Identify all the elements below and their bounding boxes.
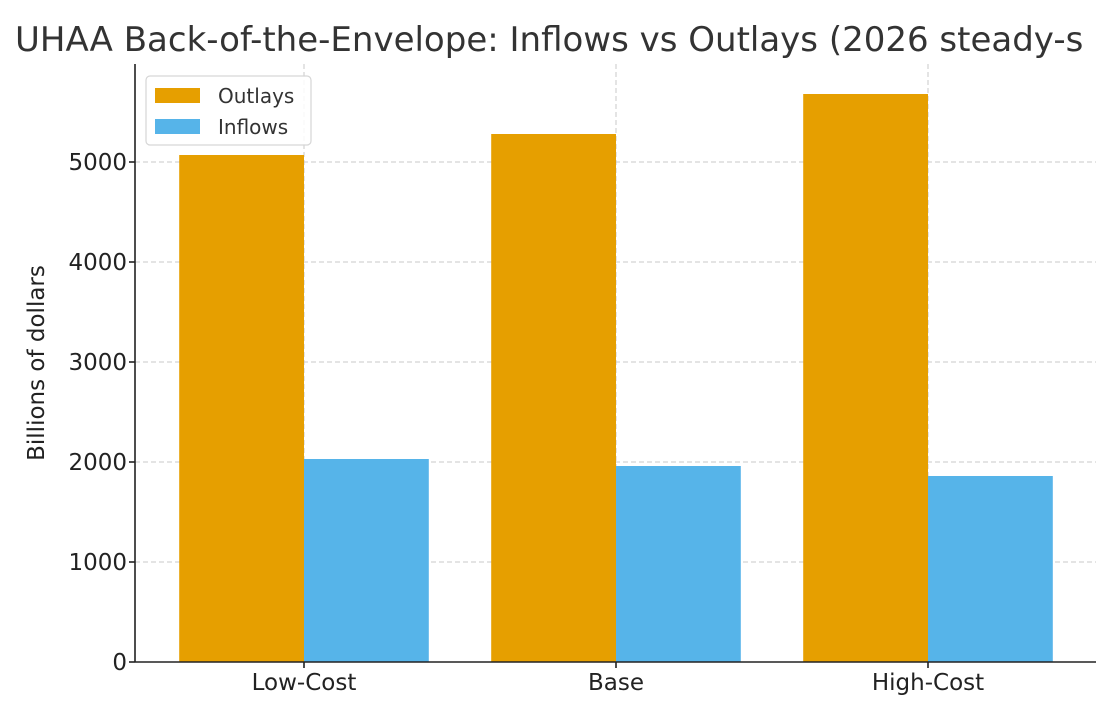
chart-title: UHAA Back-of-the-Envelope: Inflows vs Ou… [15, 20, 1083, 60]
y-tick-label-2: 2000 [68, 450, 127, 476]
bar-outlays-high-cost [803, 94, 928, 662]
ticks-layer: 0 1000 2000 3000 4000 5000 Low-Cost Base High-Co… [68, 150, 984, 696]
bar-outlays-base [491, 134, 616, 662]
legend-swatch-outlays [155, 88, 200, 103]
bars-layer [179, 94, 1053, 662]
legend-label-outlays: Outlays [218, 84, 294, 108]
bar-inflows-low-cost [304, 459, 429, 662]
legend-swatch-inflows [155, 119, 200, 134]
bar-outlays-low-cost [179, 155, 304, 662]
x-tick-label-0: Low-Cost [252, 670, 357, 696]
x-tick-label-2: High-Cost [872, 670, 984, 696]
bar-inflows-high-cost [928, 476, 1053, 662]
legend-label-inflows: Inflows [218, 115, 288, 139]
y-tick-label-0: 0 [112, 650, 127, 676]
y-tick-label-1: 1000 [68, 550, 127, 576]
y-tick-label-4: 4000 [68, 250, 127, 276]
y-tick-label-3: 3000 [68, 350, 127, 376]
legend: Outlays Inflows [145, 75, 312, 146]
bar-inflows-base [616, 466, 741, 662]
y-tick-label-5: 5000 [68, 150, 127, 176]
x-tick-label-1: Base [588, 670, 644, 696]
y-axis-label: Billions of dollars [24, 265, 50, 461]
